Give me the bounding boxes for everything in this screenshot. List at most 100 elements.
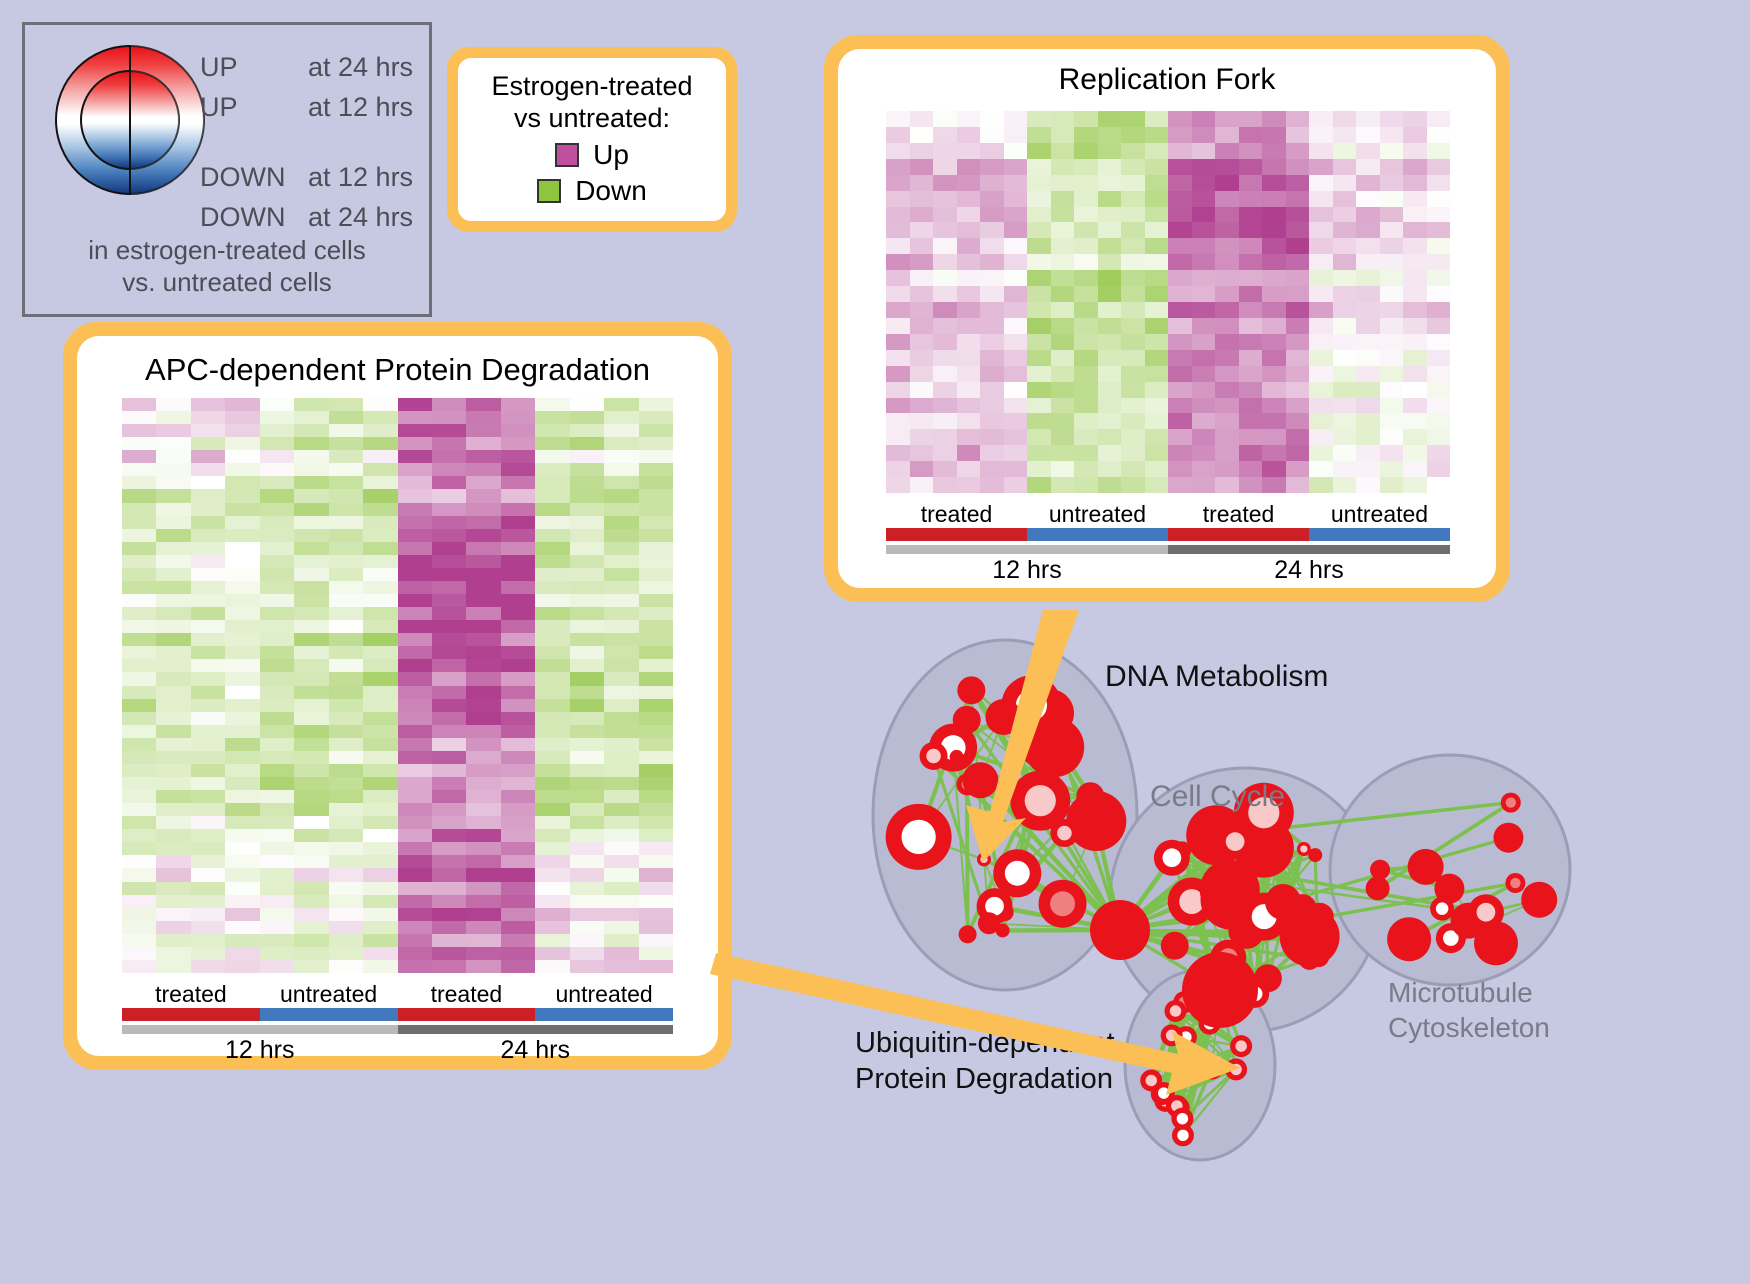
heatmap-cell [1286, 334, 1310, 350]
network-node-inner [1163, 848, 1182, 867]
heatmap-cell [122, 842, 156, 855]
heatmap-cell [1333, 127, 1357, 143]
network-node[interactable] [1366, 876, 1390, 900]
legend-dir-3: DOWN [200, 202, 285, 233]
heatmap-cell [501, 476, 535, 489]
heatmap-cell [294, 516, 328, 529]
network-node[interactable] [1230, 1035, 1252, 1057]
heatmap-cell [363, 646, 397, 659]
heatmap-cell [639, 646, 673, 659]
condition-colorbar-apc [122, 1008, 673, 1021]
network-node[interactable] [1201, 1058, 1223, 1080]
heatmap-cell [1192, 143, 1216, 159]
heatmap-cell [1004, 318, 1028, 334]
network-node[interactable] [1076, 782, 1104, 810]
network-node[interactable] [959, 925, 977, 943]
caption-line-2: vs. untreated cells [25, 267, 429, 299]
heatmap-cell [886, 191, 910, 207]
heatmap-cell [191, 764, 225, 777]
heatmap-cell [1262, 429, 1286, 445]
heatmap-cell [432, 450, 466, 463]
network-node[interactable] [950, 750, 964, 764]
network-node[interactable] [1225, 1058, 1247, 1080]
heatmap-cell [1074, 382, 1098, 398]
network-node[interactable] [985, 699, 1021, 735]
heatmap-cell [1403, 429, 1427, 445]
heatmap-cell [225, 790, 259, 803]
network-node[interactable] [978, 912, 1000, 934]
network-node[interactable] [1154, 840, 1190, 876]
heatmap-cell [1074, 270, 1098, 286]
heatmap-cell [363, 829, 397, 842]
heatmap-cell [432, 842, 466, 855]
heatmap-cell [432, 829, 466, 842]
heatmap-cell [1121, 127, 1145, 143]
heatmap-cell [294, 790, 328, 803]
heatmap-cell [466, 489, 500, 502]
network-node[interactable] [1430, 897, 1454, 921]
heatmap-cell [639, 555, 673, 568]
network-node[interactable] [920, 742, 948, 770]
heatmap-cell [432, 947, 466, 960]
heatmap-cell [398, 672, 432, 685]
heatmap-cell [156, 803, 190, 816]
network-node[interactable] [1153, 1082, 1175, 1104]
heatmap-cell [604, 450, 638, 463]
heatmap-cell [1192, 254, 1216, 270]
network-node[interactable] [1039, 880, 1087, 928]
heatmap-cell [535, 908, 569, 921]
network-node[interactable] [1161, 1024, 1183, 1046]
heatmap-cell [260, 542, 294, 555]
heatmap-cell [933, 445, 957, 461]
heatmap-cell [466, 542, 500, 555]
heatmap-cell [363, 620, 397, 633]
heatmap-cell [191, 489, 225, 502]
heatmap-cell [466, 842, 500, 855]
heatmap-cell [398, 790, 432, 803]
network-node[interactable] [965, 681, 979, 695]
network-node[interactable] [977, 852, 991, 866]
network-node[interactable] [1493, 823, 1523, 853]
network-node[interactable] [1501, 793, 1521, 813]
network-node[interactable] [886, 804, 952, 870]
heatmap-cell [639, 581, 673, 594]
network-node[interactable] [1468, 894, 1504, 930]
heatmap-cell [122, 424, 156, 437]
heatmap-cell [225, 607, 259, 620]
heatmap-cell [910, 318, 934, 334]
heatmap-cell [191, 568, 225, 581]
network-node[interactable] [1521, 882, 1557, 918]
heatmap-cell [501, 816, 535, 829]
heatmap-cell [501, 529, 535, 542]
heatmap-cell [1074, 111, 1098, 127]
network-node[interactable] [1308, 848, 1322, 862]
network-node-inner [1146, 1075, 1157, 1086]
heatmap-cell [363, 842, 397, 855]
network-node[interactable] [962, 762, 998, 798]
heatmap-cell [535, 659, 569, 672]
heatmap-cell [1356, 270, 1380, 286]
network-node[interactable] [1090, 900, 1150, 960]
heatmap-cell [1121, 286, 1145, 302]
network-node[interactable] [1387, 917, 1431, 961]
heatmap-cell [1309, 413, 1333, 429]
heatmap-cell [260, 699, 294, 712]
heatmap-cell [1004, 127, 1028, 143]
heatmap-cell [225, 594, 259, 607]
network-node[interactable] [1182, 952, 1258, 1028]
heatmap-cell [363, 529, 397, 542]
network-node[interactable] [1164, 1000, 1186, 1022]
heatmap-cell [1262, 207, 1286, 223]
network-node[interactable] [1050, 819, 1078, 847]
heatmap-cell [1427, 382, 1451, 398]
network-node[interactable] [1161, 932, 1189, 960]
heatmap-cell [1121, 334, 1145, 350]
network-node[interactable] [1265, 884, 1301, 920]
heatmap-cell [294, 476, 328, 489]
network-node[interactable] [1171, 1108, 1193, 1130]
heatmap-cell [1403, 127, 1427, 143]
heatmap-cell [1333, 477, 1357, 493]
heatmap-cell [1051, 143, 1075, 159]
network-node[interactable] [1505, 873, 1525, 893]
heatmap-cell [191, 699, 225, 712]
